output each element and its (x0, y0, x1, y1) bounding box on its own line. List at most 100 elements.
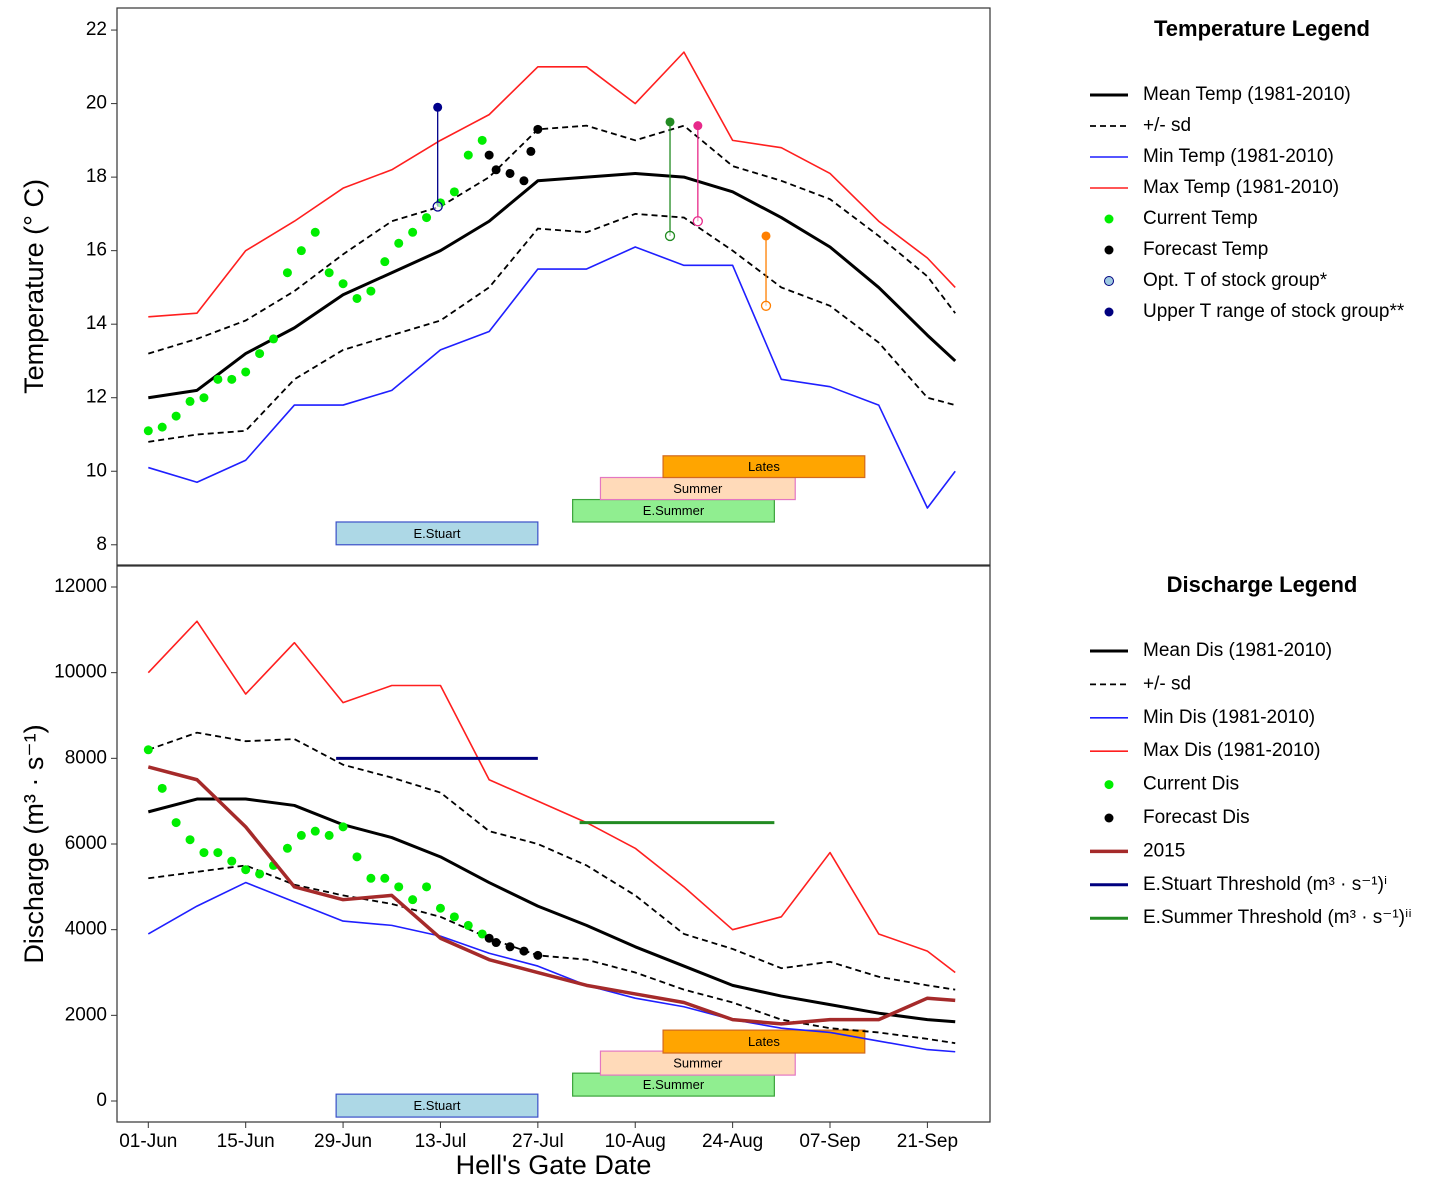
point (296, 830, 306, 840)
point (324, 830, 334, 840)
sd-line (148, 864, 956, 1045)
point (143, 426, 153, 436)
stock-group-band (662, 1029, 866, 1054)
point (505, 168, 515, 178)
point (366, 873, 376, 883)
point (310, 227, 320, 237)
point (282, 268, 292, 278)
point (505, 942, 515, 952)
legend-label: Min Dis (1981-2010) (1143, 707, 1315, 728)
sd-line (148, 124, 956, 355)
y-tick-label: 14 (86, 313, 108, 334)
x-tick-label: 01-Jun (119, 1131, 177, 1152)
x-tick-label: 29-Jun (314, 1131, 372, 1152)
point (366, 286, 376, 296)
point (352, 852, 362, 862)
point (394, 238, 404, 248)
y-tick-label: 16 (86, 240, 107, 261)
y-tick-label: 20 (86, 93, 107, 114)
point (484, 150, 494, 160)
point (338, 279, 348, 289)
point (213, 374, 223, 384)
y-tick-label: 6000 (65, 833, 107, 854)
legend-label: 2015 (1143, 840, 1185, 861)
legend-label: Opt. T of stock group* (1143, 270, 1328, 291)
stock-group-label: Lates (748, 1034, 780, 1049)
point (449, 187, 459, 197)
point (269, 334, 279, 344)
stock-group-label: E.Stuart (413, 1098, 460, 1113)
opt-temp-point (692, 216, 703, 227)
sd-line (148, 212, 956, 443)
stock-group-label: E.Summer (643, 1077, 705, 1092)
legend-label: Forecast Temp (1143, 239, 1268, 260)
legend-symbol (1104, 307, 1114, 317)
point (143, 745, 153, 755)
x-tick-label: 13-Jul (415, 1131, 467, 1152)
point (408, 895, 418, 905)
sd-line (148, 731, 956, 991)
stock-group-band (662, 455, 866, 479)
point (171, 818, 181, 828)
point (199, 848, 209, 858)
point (449, 912, 459, 922)
point (422, 882, 432, 892)
y-axis-title: Discharge (m³ · s⁻¹) (19, 724, 49, 963)
opt-temp-point (664, 230, 676, 242)
y-tick-label: 12000 (54, 576, 107, 597)
x-tick-label: 15-Jun (217, 1131, 275, 1152)
point (477, 135, 487, 145)
point (255, 869, 265, 879)
stock-group-label: E.Summer (643, 503, 705, 518)
point (435, 903, 445, 913)
point (213, 848, 223, 858)
legend-label: Mean Dis (1981-2010) (1143, 640, 1332, 661)
legend-symbol (1104, 214, 1114, 224)
legend-symbol (1104, 276, 1114, 286)
plot-frame (116, 7, 991, 566)
point (185, 396, 195, 406)
legend-symbol (1104, 245, 1114, 255)
legend-label: Current Dis (1143, 774, 1239, 795)
x-axis-title: Hell's Gate Date (456, 1150, 652, 1180)
point (380, 873, 390, 883)
legend-label: Upper T range of stock group** (1143, 301, 1405, 322)
x-tick-label: 21-Sep (897, 1131, 958, 1152)
point (171, 411, 181, 421)
upper-temp-point (665, 117, 675, 127)
point (241, 367, 251, 377)
legend-label: Forecast Dis (1143, 807, 1250, 828)
legend-label: +/- sd (1143, 673, 1191, 694)
point (227, 374, 237, 384)
point (227, 856, 237, 866)
point (463, 920, 473, 930)
y-tick-label: 10000 (54, 662, 107, 683)
point (199, 393, 209, 403)
point (296, 246, 306, 256)
point (310, 826, 320, 836)
series-line (147, 620, 956, 974)
legend-label: Max Temp (1981-2010) (1143, 177, 1339, 198)
upper-temp-point (433, 102, 443, 112)
point (185, 835, 195, 845)
point (422, 213, 432, 223)
stock-group-label: E.Stuart (413, 526, 460, 541)
legend-label: E.Stuart Threshold (m³ · s⁻¹)ⁱ (1143, 874, 1387, 895)
stock-group-label: Lates (748, 459, 780, 474)
point (477, 929, 487, 939)
y-tick-label: 2000 (65, 1004, 107, 1025)
y-tick-label: 0 (96, 1090, 107, 1111)
point (519, 946, 529, 956)
y-tick-label: 4000 (65, 919, 107, 940)
point (255, 349, 265, 359)
stock-group-band (335, 1093, 539, 1118)
x-tick-label: 10-Aug (605, 1131, 666, 1152)
point (526, 146, 536, 156)
series-line (147, 797, 956, 1024)
point (338, 822, 348, 832)
legend-label: Mean Temp (1981-2010) (1143, 84, 1351, 105)
point (352, 293, 362, 303)
point (491, 165, 501, 175)
point (157, 422, 167, 432)
point (394, 882, 404, 892)
